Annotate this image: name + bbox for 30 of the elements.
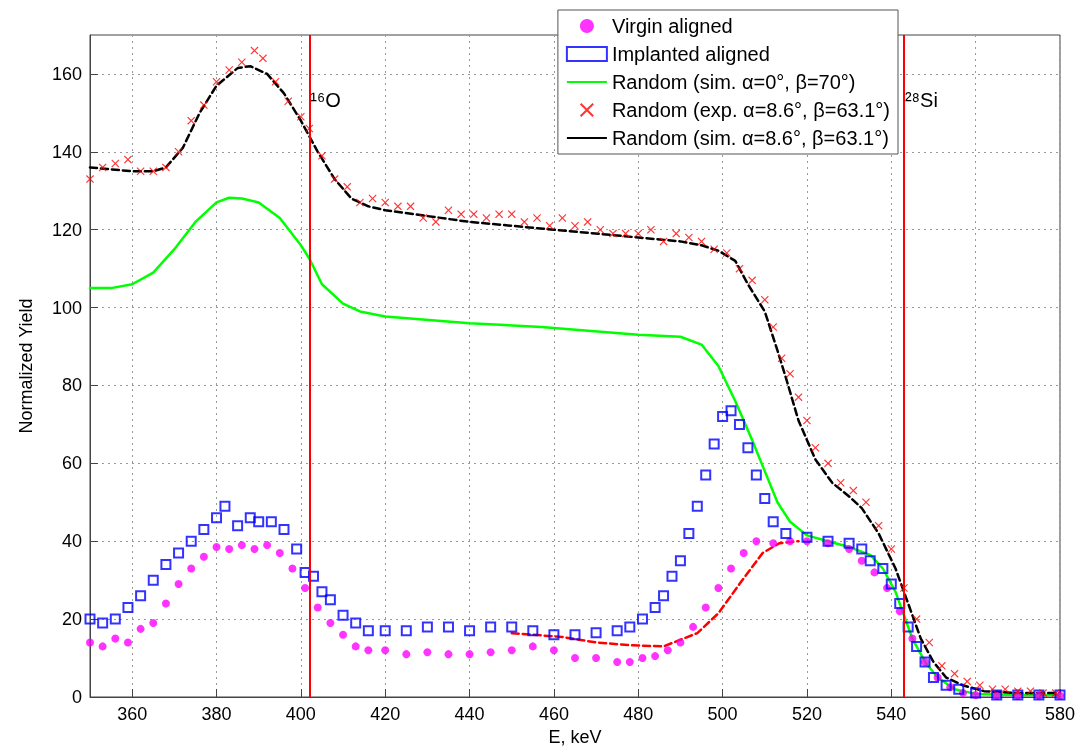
y-axis-title: Normalized Yield [16, 298, 36, 434]
y-tick-label: 60 [61, 453, 82, 474]
x-tick-label: 440 [454, 704, 485, 724]
legend-label: Implanted aligned [611, 43, 770, 65]
legend-label: Virgin aligned [611, 15, 733, 37]
legend-label: Random (sim. α=0°, β=70°) [611, 71, 856, 93]
x-tick-label: 560 [960, 704, 991, 724]
x-axis-title: E, keV [548, 726, 602, 747]
x-tick-label: 460 [538, 704, 569, 724]
y-tick-label: 20 [61, 609, 82, 630]
legend-label: Random (sim. α=8.6°, β=63.1°) [611, 127, 889, 149]
x-tick-label: 540 [876, 704, 907, 724]
x-tick-label: 480 [623, 704, 654, 724]
x-tick-label: 420 [370, 704, 401, 724]
x-tick-label: 360 [117, 704, 148, 724]
y-tick-label: 80 [61, 375, 82, 396]
y-tick-label: 140 [51, 141, 82, 162]
y-tick-label: 0 [71, 687, 82, 707]
x-tick-label: 400 [285, 704, 316, 724]
legend-label: Random (exp. α=8.6°, β=63.1°) [611, 99, 891, 121]
x-tick-label: 500 [707, 704, 738, 724]
x-tick-label: 520 [791, 704, 822, 724]
ref-line-label: ²⁸Si [904, 89, 938, 111]
y-tick-label: 160 [51, 63, 82, 84]
ref-line-label: ¹⁶O [310, 89, 341, 111]
x-tick-label: 380 [201, 704, 232, 724]
y-tick-label: 100 [51, 297, 82, 318]
y-tick-label: 120 [51, 219, 82, 240]
y-tick-label: 40 [61, 531, 82, 552]
x-tick-label: 580 [1044, 704, 1076, 724]
